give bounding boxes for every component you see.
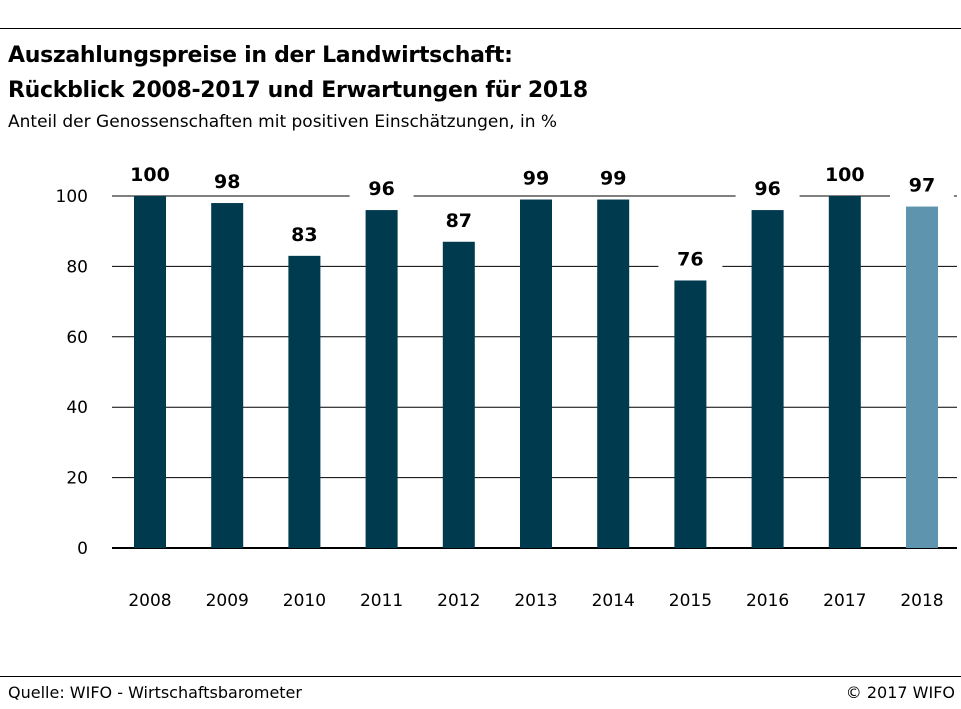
- source-note: Quelle: WIFO - Wirtschaftsbarometer: [8, 683, 302, 702]
- bar: [906, 206, 938, 548]
- bar: [365, 210, 398, 548]
- data-label-background: [890, 171, 954, 198]
- y-tick-label: 80: [66, 257, 88, 277]
- data-label: 96: [368, 178, 394, 200]
- bar-chart: 0 20 40 60 80 100 100 2008 98 2009 83 2010 96 2011 87 2…: [55, 161, 957, 611]
- bar: [597, 199, 630, 548]
- data-label-background: [118, 161, 182, 187]
- data-label-background: [658, 245, 723, 272]
- x-tick-label: 2018: [900, 591, 943, 611]
- x-tick-label: 2010: [283, 591, 326, 611]
- y-tick-label: 60: [66, 328, 88, 348]
- chart-title-line-2: Rückblick 2008-2017 und Erwartungen für …: [8, 78, 588, 103]
- bar: [828, 196, 861, 548]
- data-label: 99: [523, 168, 549, 190]
- data-label: 76: [677, 248, 703, 270]
- x-tick-label: 2013: [514, 591, 557, 611]
- bottom-rule: [0, 676, 961, 677]
- data-label: 83: [291, 224, 317, 246]
- bar: [134, 196, 166, 548]
- x-tick-label: 2014: [592, 591, 635, 611]
- copyright-note: © 2017 WIFO: [845, 683, 955, 702]
- bar: [442, 241, 475, 548]
- data-label-background: [195, 168, 260, 195]
- data-label-background: [272, 220, 337, 247]
- data-label-background: [735, 175, 800, 202]
- x-tick-label: 2017: [823, 591, 866, 611]
- chart-title: Auszahlungspreise in der Landwirtschaft:…: [8, 38, 588, 108]
- x-tick-label: 2008: [128, 591, 171, 611]
- data-label-background: [426, 206, 491, 233]
- y-tick-label: 0: [77, 539, 88, 559]
- data-label-background: [581, 164, 646, 191]
- x-tick-label: 2011: [360, 591, 403, 611]
- bar: [674, 280, 707, 548]
- y-tick-label: 40: [66, 398, 88, 418]
- bar: [288, 255, 321, 548]
- y-tick-label: 100: [56, 187, 88, 207]
- x-tick-label: 2016: [746, 591, 789, 611]
- top-rule: [0, 28, 961, 29]
- x-tick-label: 2012: [437, 591, 480, 611]
- chart-subtitle: Anteil der Genossenschaften mit positive…: [8, 112, 558, 132]
- data-label: 100: [130, 164, 170, 186]
- data-label: 87: [446, 210, 472, 232]
- chart-title-line-1: Auszahlungspreise in der Landwirtschaft:: [8, 43, 513, 68]
- bar: [211, 203, 244, 549]
- data-label-background: [349, 175, 414, 202]
- data-label-background: [504, 164, 568, 191]
- data-label: 98: [214, 171, 240, 193]
- data-label: 97: [909, 175, 935, 197]
- y-tick-label: 20: [66, 469, 88, 489]
- data-label: 100: [825, 164, 865, 186]
- bar: [751, 210, 784, 548]
- bar: [520, 199, 552, 548]
- x-tick-label: 2015: [669, 591, 712, 611]
- data-label: 99: [600, 168, 626, 190]
- x-tick-label: 2009: [206, 591, 249, 611]
- data-label-background: [812, 161, 877, 187]
- data-label: 96: [754, 178, 780, 200]
